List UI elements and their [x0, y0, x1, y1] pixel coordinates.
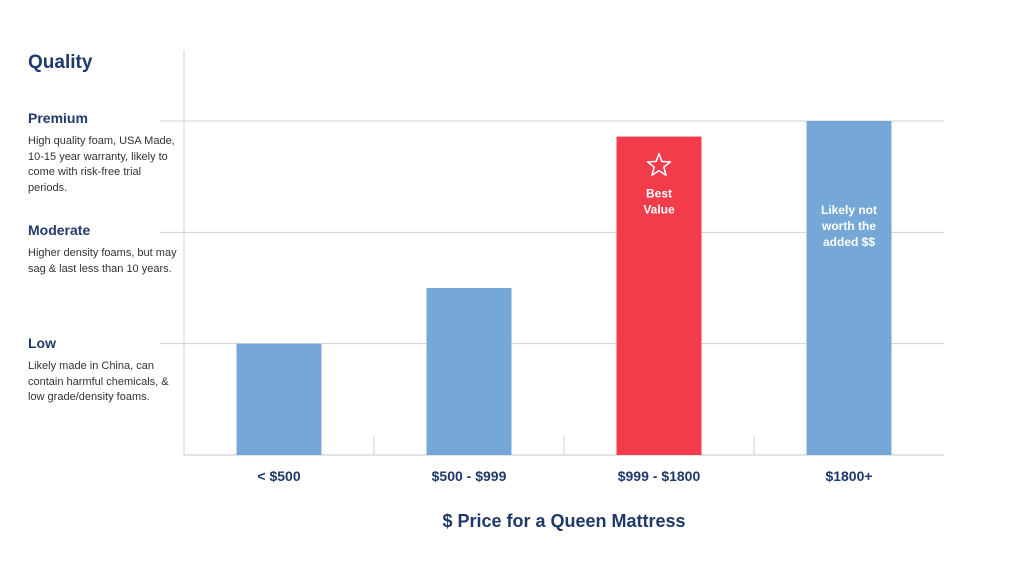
bar — [426, 288, 512, 455]
tier-premium-name: Premium — [28, 110, 88, 126]
bar-annotation: Likely not — [821, 203, 877, 217]
tier-premium: Premium High quality foam, USA Made, 10-… — [28, 110, 178, 196]
x-tick-label: < $500 — [257, 468, 300, 484]
tier-premium-description: High quality foam, USA Made, 10-15 year … — [28, 135, 175, 194]
tier-low: Low Likely made in China, can contain ha… — [28, 335, 178, 406]
bar-annotation: added $$ — [823, 235, 875, 249]
x-tick-label: $1800+ — [825, 468, 872, 484]
tier-low-description: Likely made in China, can contain harmfu… — [28, 360, 169, 403]
x-tick-label: $500 - $999 — [432, 468, 507, 484]
bar-annotation: worth the — [821, 219, 876, 233]
bar — [236, 343, 322, 455]
bar-annotation: Best — [646, 187, 672, 201]
y-axis-title: Quality — [28, 52, 93, 73]
tier-moderate-name: Moderate — [28, 222, 91, 238]
tier-low-name: Low — [28, 335, 56, 351]
bar — [806, 121, 892, 455]
tier-moderate-description: Higher density foams, but may sag & last… — [28, 247, 177, 275]
tier-moderate: Moderate Higher density foams, but may s… — [28, 222, 178, 277]
bar — [616, 136, 702, 455]
x-axis-label: $ Price for a Queen Mattress — [442, 511, 685, 531]
bar-annotation: Value — [643, 203, 675, 217]
star-icon — [646, 152, 672, 177]
x-tick-label: $999 - $1800 — [618, 468, 701, 484]
